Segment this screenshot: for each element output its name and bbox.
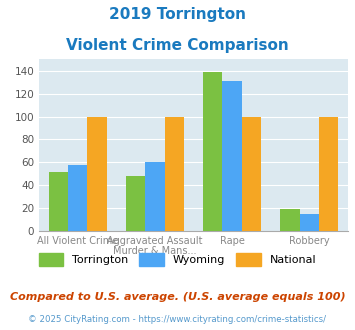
Text: Violent Crime Comparison: Violent Crime Comparison (66, 38, 289, 53)
Bar (87, 116, 106, 231)
Bar (145, 162, 164, 231)
Bar (68, 165, 87, 231)
Bar (126, 176, 145, 231)
Bar (203, 72, 223, 231)
Text: © 2025 CityRating.com - https://www.cityrating.com/crime-statistics/: © 2025 CityRating.com - https://www.city… (28, 315, 327, 324)
Bar (319, 116, 338, 231)
Bar (223, 81, 242, 231)
Bar (242, 116, 261, 231)
Text: Robbery: Robbery (289, 236, 329, 246)
Text: Compared to U.S. average. (U.S. average equals 100): Compared to U.S. average. (U.S. average … (10, 292, 345, 302)
Text: Rape: Rape (220, 236, 245, 246)
Legend: Torrington, Wyoming, National: Torrington, Wyoming, National (34, 249, 321, 270)
Bar (49, 172, 68, 231)
Text: 2019 Torrington: 2019 Torrington (109, 7, 246, 21)
Text: Aggravated Assault: Aggravated Assault (107, 236, 203, 246)
Text: Murder & Mans...: Murder & Mans... (113, 246, 197, 256)
Bar (164, 116, 184, 231)
Text: All Violent Crime: All Violent Crime (37, 236, 118, 246)
Bar (300, 214, 319, 231)
Bar (280, 209, 300, 231)
